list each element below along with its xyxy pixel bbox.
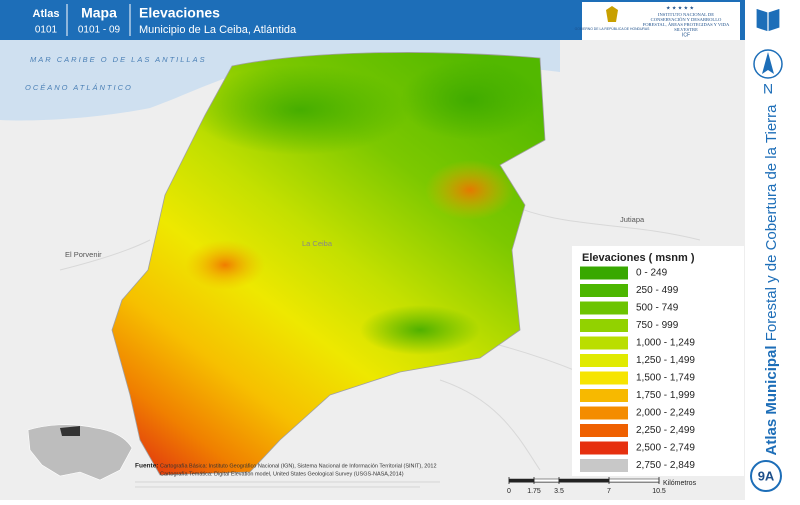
legend-swatch [580,266,628,280]
sidebar [745,0,800,500]
institute-short: ICF [682,32,690,38]
scale-tick-label: 3.5 [554,488,564,495]
map-label: Mapa [81,5,117,21]
map-code: 0101 - 09 [78,25,121,36]
legend-swatch [580,319,628,332]
scale-segment [608,478,660,483]
legend-label: 1,750 - 1,999 [636,390,695,401]
sheet-label: 9A [758,468,775,483]
sheet-circle [750,460,782,492]
government-name: GOBIERNO DE LA REPÚBLICA DE HONDURAS [575,26,651,31]
legend-label: 0 - 249 [636,268,668,279]
legend-swatch [580,354,628,367]
source-line: Cartografía Básica: Instituto Geográfico… [160,463,437,469]
title: Elevaciones [139,5,220,21]
legend-label: 2,500 - 2,749 [636,443,695,454]
government-emblem [606,6,618,22]
legend-swatch [580,371,628,385]
place-label: El Porvenir [65,250,102,259]
subtitle: Municipio de La Ceiba, Atlántida [139,24,297,36]
institute-stars: ★ ★ ★ ★ ★ [666,5,694,11]
institute-name: INSTITUTO NACIONAL DE CONSERVACIÓN Y DES… [642,12,730,32]
legend-label: 1,500 - 1,749 [636,373,695,384]
institute-block: INSTITUTO NACIONAL DE CONSERVACIÓN Y DES… [642,12,730,32]
scale-tick-label: 10.5 [652,488,666,495]
municipality-boundary [111,52,546,476]
series-bold: Atlas Municipal [763,345,780,455]
atlas-label: Atlas [33,8,60,20]
place-label: Jutiapa [620,215,645,224]
legend-swatch [580,301,628,315]
north-label: N [763,81,773,97]
legend-swatch [580,284,628,297]
legend-swatch [580,406,628,420]
series-rest: Forestal y de Cobertura de la Tierra [763,104,780,341]
scale-segment [558,478,610,483]
source-label: Fuente: [135,463,158,470]
place-label: La Ceiba [302,239,333,248]
legend-label: 1,250 - 1,499 [636,355,695,366]
sea-label: MAR CARIBE O DE LAS ANTILLAS [30,55,207,64]
sea-label: OCÉANO ATLÁNTICO [25,83,133,92]
legend-items: 0 - 249 250 - 499 500 - 749 750 - 999 1,000 … [580,266,695,472]
map-labels: MAR CARIBE O DE LAS ANTILLAS OCÉANO ATLÁN… [25,55,645,259]
locator-map [27,424,133,481]
legend-label: 750 - 999 [636,320,679,331]
legend-swatch [580,459,628,472]
scale-segment [508,478,535,483]
legend-swatch [580,441,628,455]
scale-unit: Kilómetros [663,480,697,487]
atlas-code: 0101 [35,25,58,36]
book-icon [755,7,781,33]
legend-label: 2,000 - 2,249 [636,408,695,419]
legend-label: 2,250 - 2,499 [636,425,695,436]
source-line: Cartografía Temática: Digital Elevation … [160,471,404,477]
scale-segment [533,478,560,483]
legend-swatch [580,389,628,402]
legend-swatch [580,424,628,437]
north-arrow [762,52,774,74]
legend-label: 250 - 499 [636,285,679,296]
scale-tick-label: 7 [607,488,611,495]
legend-label: 2,750 - 2,849 [636,460,695,471]
legend-label: 500 - 749 [636,303,679,314]
legend-swatch [580,336,628,350]
legend-label: 1,000 - 1,249 [636,338,695,349]
legend-title: Elevaciones ( msnm ) [582,252,695,264]
scale-tick-label: 1.75 [527,488,541,495]
scale-tick-label: 0 [507,488,511,495]
series-title: Atlas Municipal Forestal y de Cobertura … [763,104,780,456]
locator-highlight [60,426,80,436]
